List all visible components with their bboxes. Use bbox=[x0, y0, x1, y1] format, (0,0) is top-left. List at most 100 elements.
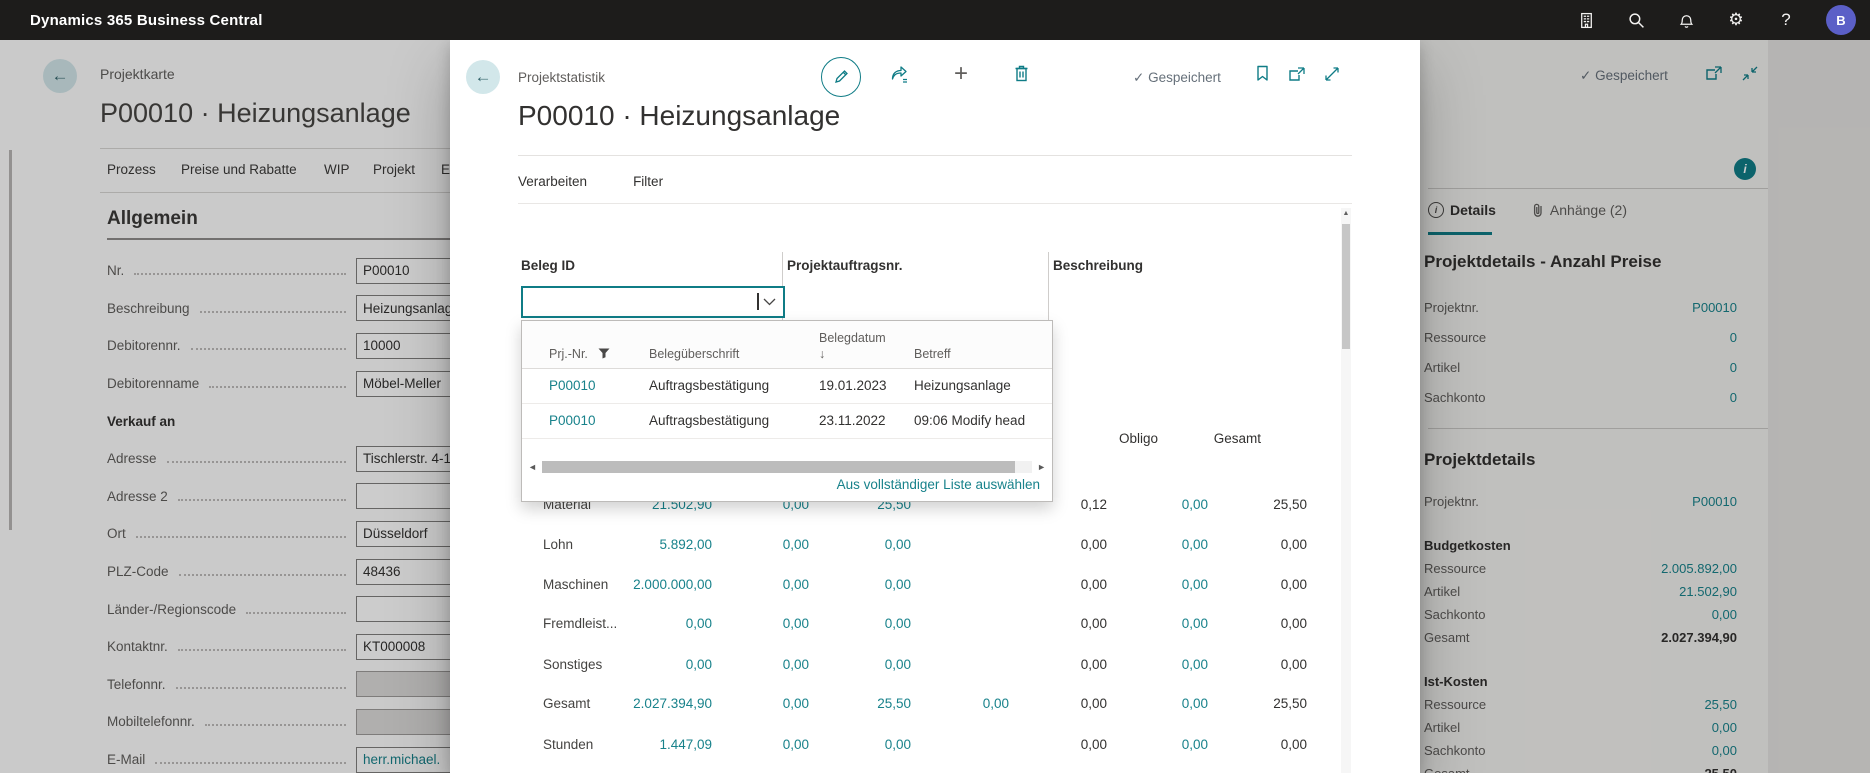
back-arrow-icon[interactable]: ← bbox=[466, 60, 500, 94]
edit-pencil-icon[interactable] bbox=[821, 57, 861, 97]
field-input[interactable]: Möbel-Meller bbox=[356, 370, 450, 397]
field-input[interactable] bbox=[356, 708, 450, 735]
app-title[interactable]: Dynamics 365 Business Central bbox=[30, 11, 263, 29]
delete-trash-icon[interactable] bbox=[1014, 65, 1029, 82]
beleg-id-combobox[interactable] bbox=[521, 286, 785, 318]
dropdown-row[interactable]: P00010 Auftragsbestätigung 19.01.2023 He… bbox=[522, 369, 1052, 404]
stats-cell[interactable]: 0,00 bbox=[1181, 577, 1208, 592]
scroll-up-arrow[interactable]: ▲ bbox=[1342, 210, 1350, 217]
factbox-row-value[interactable]: 0,00 bbox=[1711, 743, 1737, 758]
stats-cell[interactable]: 0,00 bbox=[884, 537, 911, 552]
horizontal-scrollbar[interactable] bbox=[542, 461, 1032, 473]
tab-anhaenge[interactable]: Anhänge (2) bbox=[1532, 202, 1627, 218]
stats-cell[interactable]: 1.447,09 bbox=[659, 737, 712, 752]
tab-details[interactable]: i Details bbox=[1428, 202, 1496, 218]
stats-cell[interactable]: 0,00 bbox=[1181, 696, 1208, 711]
page-scrollbar[interactable] bbox=[9, 150, 12, 530]
stats-cell[interactable]: 0,00 bbox=[884, 616, 911, 631]
user-avatar[interactable]: B bbox=[1826, 5, 1856, 35]
factbox-row-value[interactable]: 25,50 bbox=[1704, 697, 1737, 712]
factbox-row-value[interactable]: 0,00 bbox=[1711, 720, 1737, 735]
stats-cell[interactable]: 0,00 bbox=[782, 657, 809, 672]
menu-item-wip[interactable]: WIP bbox=[324, 162, 350, 177]
stats-cell[interactable]: 0,00 bbox=[685, 616, 712, 631]
factbox-row-value[interactable]: 0,00 bbox=[1711, 607, 1737, 622]
factbox-row-value[interactable]: 0 bbox=[1729, 389, 1737, 405]
scrollbar-thumb[interactable] bbox=[1342, 224, 1350, 349]
stats-cell[interactable]: 0,00 bbox=[782, 696, 809, 711]
scroll-left-arrow[interactable]: ◄ bbox=[528, 462, 537, 472]
stats-cell[interactable]: 0,00 bbox=[982, 696, 1009, 711]
factbox-row-value[interactable]: 0 bbox=[1729, 329, 1737, 345]
select-from-full-list-link[interactable]: Aus vollständiger Liste auswählen bbox=[836, 477, 1040, 492]
cell-prj-nr[interactable]: P00010 bbox=[549, 413, 596, 428]
search-icon[interactable] bbox=[1626, 10, 1646, 30]
stats-cell[interactable]: 0,00 bbox=[1181, 497, 1208, 512]
dropdown-row[interactable]: P00010 Auftragsbestätigung 23.11.2022 09… bbox=[522, 404, 1052, 439]
menu-item-more[interactable]: E bbox=[441, 162, 450, 177]
stats-cell[interactable]: 0,00 bbox=[782, 537, 809, 552]
dropdown-column-betreff[interactable]: Betreff bbox=[914, 347, 951, 361]
stats-cell[interactable]: 0,00 bbox=[1181, 616, 1208, 631]
open-in-window-icon[interactable] bbox=[1705, 66, 1723, 81]
field-input[interactable]: herr.michael. bbox=[356, 746, 450, 773]
help-icon[interactable]: ? bbox=[1781, 10, 1791, 29]
field-input[interactable] bbox=[356, 596, 450, 623]
bookmark-icon[interactable] bbox=[1256, 65, 1269, 82]
field-input[interactable]: Tischlerstr. 4-10 bbox=[356, 445, 450, 472]
chevron-down-icon[interactable] bbox=[763, 298, 776, 306]
stats-cell[interactable]: 2.027.394,90 bbox=[633, 696, 712, 711]
stats-cell[interactable]: 0,00 bbox=[782, 737, 809, 752]
field-input[interactable]: 10000 bbox=[356, 332, 450, 359]
cell-prj-nr[interactable]: P00010 bbox=[549, 378, 596, 393]
share-icon[interactable] bbox=[890, 66, 909, 83]
back-arrow-icon[interactable]: ← bbox=[43, 59, 77, 93]
stats-cell[interactable]: 2.000.000,00 bbox=[633, 577, 712, 592]
factbox-row-value[interactable]: P00010 bbox=[1692, 494, 1737, 509]
field-input[interactable]: 48436 bbox=[356, 558, 450, 585]
menu-item-filter[interactable]: Filter bbox=[633, 174, 664, 189]
info-icon[interactable]: i bbox=[1734, 158, 1756, 180]
dropdown-column-belegdatum[interactable]: Belegdatum bbox=[819, 331, 886, 345]
collapse-icon[interactable] bbox=[1742, 66, 1758, 81]
stats-cell[interactable]: 0,00 bbox=[1181, 657, 1208, 672]
section-title-allgemein[interactable]: Allgemein bbox=[107, 208, 198, 229]
stats-cell[interactable]: 0,00 bbox=[884, 657, 911, 672]
stats-column-header-gesamt[interactable]: Gesamt bbox=[1213, 431, 1261, 446]
field-input[interactable]: Heizungsanlage bbox=[356, 295, 450, 322]
factbox-row-value[interactable]: P00010 bbox=[1692, 299, 1737, 315]
factbox-row-value[interactable]: 2.005.892,00 bbox=[1661, 561, 1737, 576]
factbox-row-value[interactable]: 21.502,90 bbox=[1679, 584, 1737, 599]
menu-item-preise-und-rabatte[interactable]: Preise und Rabatte bbox=[181, 162, 297, 177]
field-input[interactable] bbox=[356, 671, 450, 698]
stats-cell[interactable]: 0,00 bbox=[884, 737, 911, 752]
field-input[interactable] bbox=[356, 483, 450, 510]
scrollbar-thumb[interactable] bbox=[542, 461, 1015, 473]
new-plus-icon[interactable]: + bbox=[954, 60, 969, 87]
stats-cell[interactable]: 0,00 bbox=[1181, 737, 1208, 752]
stats-cell[interactable]: 0,00 bbox=[884, 577, 911, 592]
menu-item-verarbeiten[interactable]: Verarbeiten bbox=[518, 174, 588, 189]
factbox-row-value[interactable]: 25,50 bbox=[1704, 766, 1737, 773]
stats-cell[interactable]: 0,00 bbox=[782, 616, 809, 631]
menu-item-projekt[interactable]: Projekt bbox=[373, 162, 416, 177]
company-icon[interactable] bbox=[1576, 10, 1596, 30]
field-input[interactable]: Düsseldorf bbox=[356, 520, 450, 547]
stats-cell[interactable]: 0,00 bbox=[1181, 537, 1208, 552]
stats-cell[interactable]: 0,00 bbox=[685, 657, 712, 672]
expand-icon[interactable] bbox=[1324, 66, 1340, 82]
stats-column-header-obligo[interactable]: Obligo bbox=[1118, 431, 1158, 446]
dropdown-column-prj-nr[interactable]: Prj.-Nr. bbox=[549, 347, 588, 361]
stats-cell[interactable]: 5.892,00 bbox=[659, 537, 712, 552]
field-input[interactable]: P00010 bbox=[356, 257, 450, 284]
field-input[interactable]: KT000008 bbox=[356, 633, 450, 660]
stats-cell[interactable]: 25,50 bbox=[877, 696, 911, 711]
dropdown-column-beleguberschrift[interactable]: Belegüberschrift bbox=[649, 347, 740, 361]
vertical-scrollbar[interactable]: ▲ bbox=[1341, 208, 1351, 773]
menu-item-prozess[interactable]: Prozess bbox=[107, 162, 156, 177]
factbox-row-value[interactable]: 2.027.394,90 bbox=[1661, 630, 1737, 645]
scroll-right-arrow[interactable]: ► bbox=[1037, 462, 1046, 472]
notifications-bell-icon[interactable] bbox=[1676, 10, 1696, 30]
factbox-row-value[interactable]: 0 bbox=[1729, 359, 1737, 375]
open-in-window-icon[interactable] bbox=[1288, 67, 1306, 82]
